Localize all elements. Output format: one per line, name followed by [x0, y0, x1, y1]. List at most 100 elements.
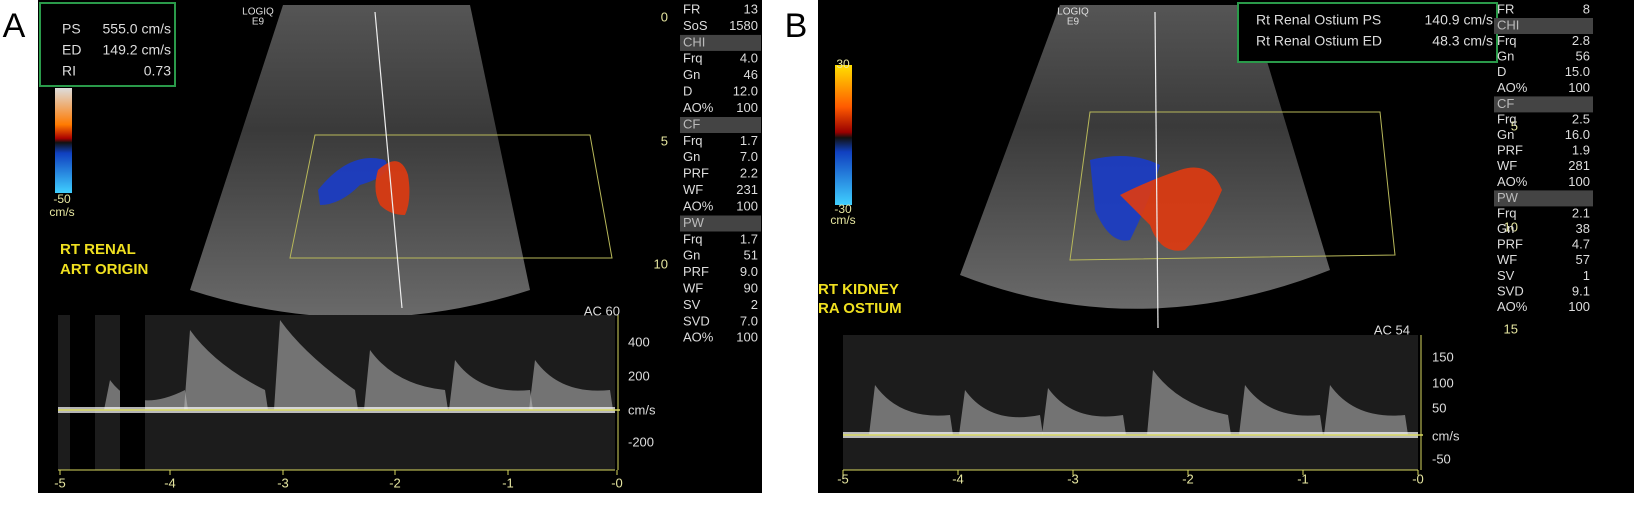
time-label: -2 [389, 475, 401, 490]
param-value: 90 [744, 281, 758, 296]
param-value: 7.0 [740, 313, 758, 328]
param-value: 7.0 [740, 149, 758, 164]
depth-label: 0 [661, 9, 668, 24]
time-label: -0 [611, 475, 623, 490]
spectral-waveform [1147, 370, 1231, 435]
param-key: AO% [683, 100, 714, 115]
device-name: E9 [252, 17, 265, 28]
param-value: 1.7 [740, 231, 758, 246]
doppler-cursor [1154, 11, 1159, 329]
param-key: Frq [683, 51, 703, 66]
b-mode-sector [960, 5, 1330, 309]
param-key: Gn [683, 67, 700, 82]
param-value: 281 [1568, 158, 1590, 173]
param-key: AO% [1497, 174, 1528, 189]
param-value: 2 [751, 297, 758, 312]
param-value: 9.0 [740, 264, 758, 279]
measurement-value: 48.3 cm/s [1432, 33, 1493, 49]
color-box [1069, 111, 1396, 261]
param-header-bg [1494, 18, 1593, 34]
measurement-box [39, 2, 176, 87]
velocity-label: 50 [1432, 400, 1446, 415]
param-key: PRF [683, 166, 709, 181]
time-label: -3 [1067, 471, 1079, 486]
param-header-bg [680, 117, 761, 133]
spectral-waveform [529, 360, 613, 410]
param-header: PW [683, 215, 705, 230]
param-value: 8 [1583, 1, 1590, 16]
measurement-name: PS [62, 21, 81, 37]
device-name: LOGIQ [242, 7, 274, 18]
param-key: Frq [683, 133, 703, 148]
param-key: WF [1497, 252, 1517, 267]
param-value: 9.1 [1572, 283, 1590, 298]
velocity-label: cm/s [1432, 428, 1460, 443]
color-flow-red [1120, 167, 1222, 251]
param-value: 100 [736, 100, 758, 115]
device-name: E9 [1067, 17, 1080, 28]
param-value: 2.2 [740, 166, 758, 181]
measurement-value: 140.9 cm/s [1425, 12, 1493, 28]
param-value: 12.0 [733, 84, 758, 99]
param-key: Gn [683, 149, 700, 164]
param-value: 57 [1576, 252, 1590, 267]
color-box [289, 134, 613, 259]
doppler-gap [120, 315, 145, 470]
param-key: Gn [683, 248, 700, 263]
param-value: 100 [1568, 80, 1590, 95]
spectral-waveform [274, 320, 358, 410]
measurement-box [1237, 2, 1498, 63]
spectral-waveform [1042, 388, 1126, 435]
param-key: SVD [1497, 283, 1524, 298]
time-label: -5 [837, 471, 849, 486]
colorbar-label: -50 [53, 192, 71, 206]
param-header: CF [1497, 96, 1514, 111]
doppler-gap [70, 315, 95, 470]
time-label: -4 [164, 475, 176, 490]
measurement-name: RI [62, 63, 76, 79]
color-flow-red [375, 161, 410, 215]
param-key: AO% [683, 330, 714, 345]
param-key: Gn [1497, 49, 1514, 64]
param-key: Gn [1497, 221, 1514, 236]
param-value: 2.8 [1572, 33, 1590, 48]
colorbar-label: -30 [834, 202, 852, 216]
param-value: 1 [1583, 268, 1590, 283]
annotation: RT RENAL [60, 241, 136, 258]
time-label: -1 [502, 475, 514, 490]
param-value: 46 [744, 67, 758, 82]
spectral-waveform [959, 390, 1043, 435]
velocity-label: 400 [628, 334, 650, 349]
param-value: 4.0 [740, 51, 758, 66]
param-value: 4.7 [1572, 237, 1590, 252]
param-key: D [683, 84, 692, 99]
panel-label: A [3, 7, 26, 45]
depth-label: 5 [1511, 118, 1518, 133]
param-value: 13 [744, 1, 758, 16]
time-label: -0 [1412, 471, 1424, 486]
time-label: -3 [277, 475, 289, 490]
param-key: FR [1497, 1, 1514, 16]
panel-label: B [785, 7, 808, 45]
device-name: LOGIQ [1057, 7, 1089, 18]
param-header: CHI [683, 34, 705, 49]
color-flow-blue [318, 158, 388, 205]
param-value: 2.1 [1572, 205, 1590, 220]
param-value: 56 [1576, 49, 1590, 64]
ac-label: AC 54 [1374, 322, 1410, 337]
ac-label: AC 60 [584, 303, 620, 318]
doppler-cursor [374, 11, 403, 309]
param-key: PRF [1497, 237, 1523, 252]
param-header: PW [1497, 190, 1519, 205]
measurement-name: Rt Renal Ostium ED [1256, 33, 1382, 49]
param-key: AO% [683, 198, 714, 213]
param-key: SV [1497, 268, 1515, 283]
param-key: WF [1497, 158, 1517, 173]
param-key: Frq [1497, 205, 1517, 220]
param-value: 2.5 [1572, 111, 1590, 126]
doppler-area [843, 335, 1418, 470]
param-key: SVD [683, 313, 710, 328]
param-value: 51 [744, 248, 758, 263]
param-value: 15.0 [1565, 64, 1590, 79]
